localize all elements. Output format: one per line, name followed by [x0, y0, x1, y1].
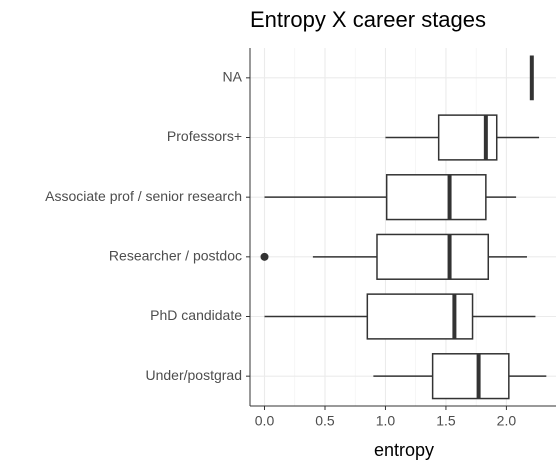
box: [431, 353, 510, 400]
y-tick-label: Under/postgrad: [145, 367, 242, 383]
x-tick-label: 1.5: [436, 413, 456, 429]
x-tick-label: 0.5: [315, 413, 335, 429]
chart-title: Entropy X career stages: [250, 7, 486, 32]
x-tick-label: 1.0: [376, 413, 396, 429]
y-tick-label: PhD candidate: [150, 307, 242, 323]
x-tick-label: 0.0: [255, 413, 275, 429]
y-tick-label: NA: [223, 69, 243, 85]
box: [376, 233, 490, 280]
y-tick-label: Researcher / postdoc: [109, 248, 242, 264]
y-tick-label: Professors+: [167, 128, 242, 144]
box: [366, 293, 474, 340]
outlier: [260, 252, 269, 261]
x-tick-label: 2.0: [497, 413, 517, 429]
y-tick-label: Associate prof / senior research: [45, 188, 242, 204]
x-axis-label: entropy: [374, 440, 434, 460]
box: [437, 114, 498, 161]
box: [385, 174, 487, 221]
